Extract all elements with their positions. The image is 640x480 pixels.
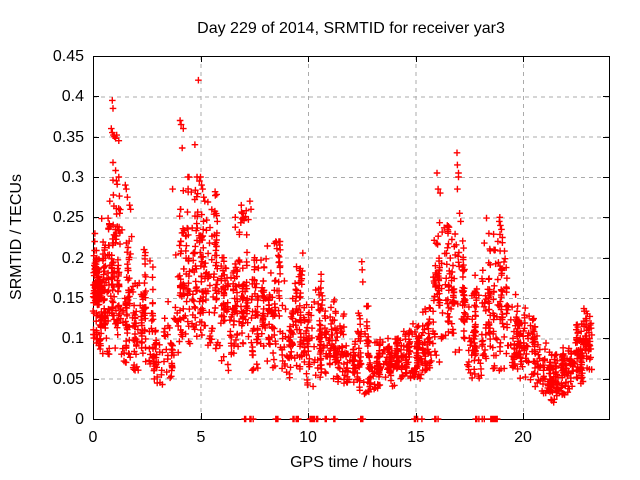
y-tick-label: 0.25 (53, 209, 84, 226)
data-points (472, 230, 576, 406)
x-tick-label: 10 (299, 429, 317, 446)
data-points (108, 76, 596, 423)
y-tick-label: 0.3 (62, 169, 84, 186)
x-tick-label: 5 (197, 429, 206, 446)
plot-border (93, 56, 610, 420)
y-tick-label: 0.45 (53, 48, 84, 65)
y-tick-label: 0.2 (62, 250, 84, 267)
data-points (139, 173, 232, 388)
data-points (214, 207, 318, 390)
data-points (397, 219, 490, 382)
y-tick-label: 0.1 (62, 330, 84, 347)
y-tick-label: 0 (75, 411, 84, 428)
x-tick-label: 0 (89, 429, 98, 446)
chart-title: Day 229 of 2014, SRMTID for receiver yar… (197, 20, 505, 37)
y-tick-label: 0.15 (53, 290, 84, 307)
data-points (89, 177, 147, 374)
y-tick-label: 0.05 (53, 371, 84, 388)
data-points (300, 271, 412, 398)
x-tick-label: 15 (407, 429, 425, 446)
x-axis-label: GPS time / hours (290, 454, 412, 471)
y-tick-label: 0.4 (62, 88, 84, 105)
x-tick-label: 20 (514, 429, 532, 446)
y-tick-label: 0.35 (53, 129, 84, 146)
